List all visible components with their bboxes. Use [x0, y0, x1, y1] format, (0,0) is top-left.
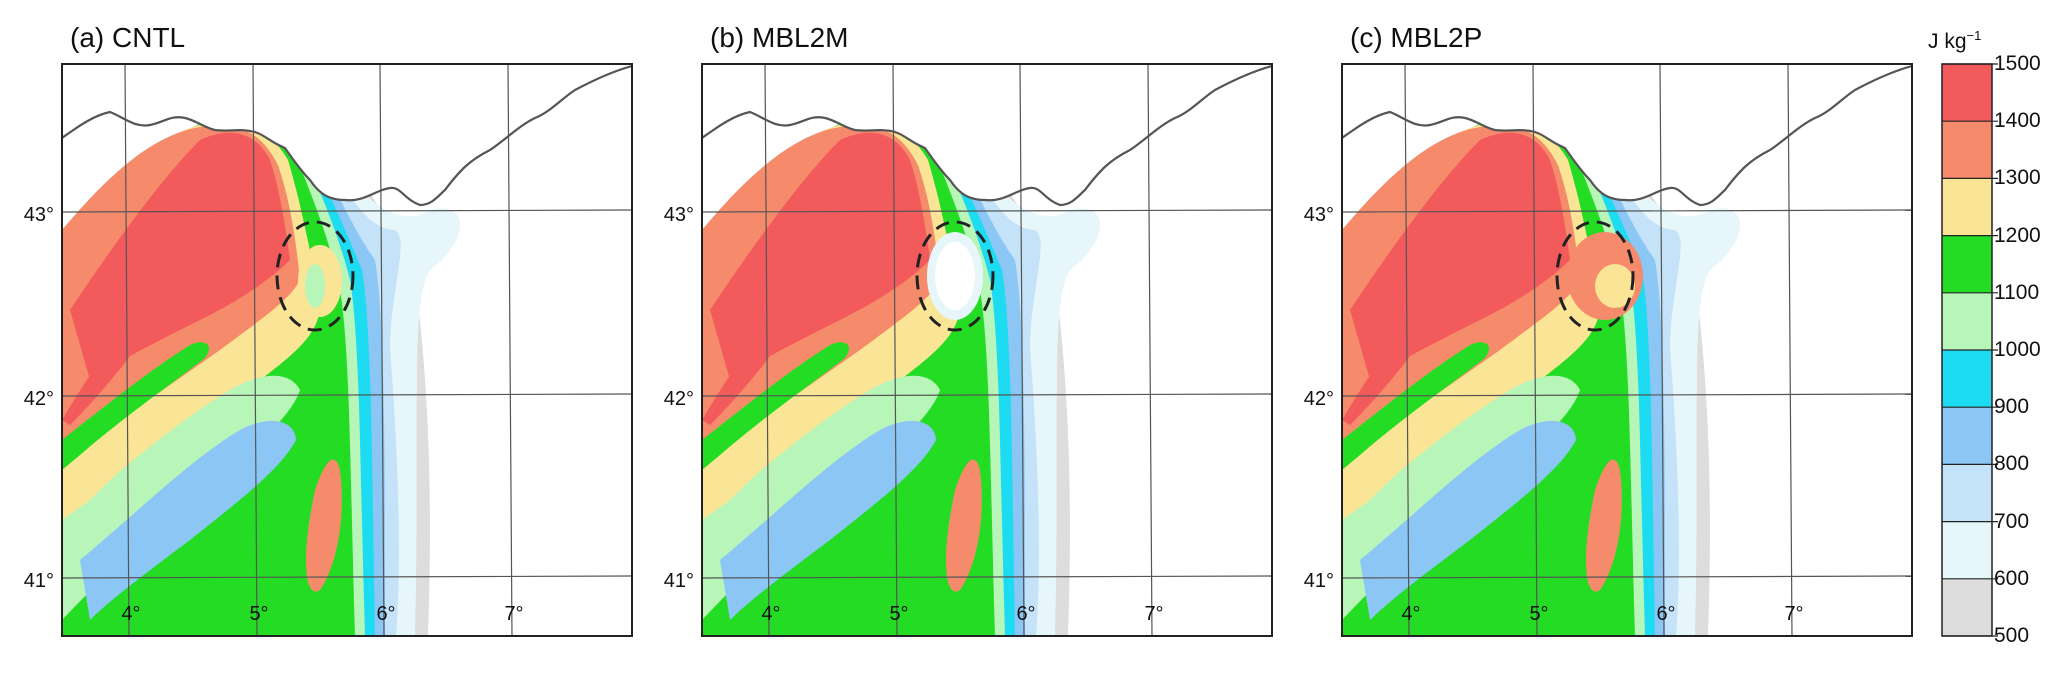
field-contours: [1342, 64, 1912, 636]
panel-c: (c) MBL2P: [1280, 0, 1913, 694]
colorbar-tick-label: 1100: [1994, 280, 2040, 304]
lat-label: 43°: [663, 204, 694, 226]
colorbar-tick-label: 800: [1994, 452, 2030, 476]
lat-label: 43°: [1303, 204, 1334, 226]
lat-label: 41°: [1303, 570, 1334, 592]
lon-label: 4°: [1401, 603, 1421, 625]
panel-title: (a) CNTL: [70, 22, 186, 53]
map-area: [1341, 63, 1913, 637]
land-mask: [62, 64, 632, 205]
colorbar-tick-label: 1200: [1994, 223, 2041, 247]
lat-label: 42°: [23, 388, 54, 410]
map-area: [701, 63, 1273, 637]
map-frame: [701, 63, 1273, 637]
contour-green: [62, 342, 210, 470]
colorbar-tick-label: 600: [1994, 566, 2030, 590]
contour-yellow: [62, 365, 229, 520]
lon-label: 4°: [121, 603, 141, 625]
contour-red: [1350, 132, 1570, 380]
lon-label: 5°: [249, 603, 269, 625]
map-frame: [1341, 63, 1913, 637]
land-mask: [702, 64, 1272, 205]
colorbar-swatch: [1942, 235, 1992, 293]
coastline: [702, 64, 1272, 207]
lon-label: 4°: [761, 603, 781, 625]
lon-label: 6°: [1016, 603, 1036, 625]
colorbar-swatch: [1942, 121, 1992, 179]
colorbar-swatch: [1942, 292, 1992, 350]
lon-label: 6°: [1656, 603, 1676, 625]
colorbar-unit-sup: −1: [1966, 28, 1982, 43]
field-contours: [702, 64, 1272, 636]
panel-a: (a) CNTL: [0, 0, 633, 694]
contour-yellow: [702, 365, 869, 520]
colorbar-unit: J kg−1: [1928, 28, 1981, 54]
highlight-ellipse: [275, 220, 355, 332]
contour-blue: [80, 420, 296, 620]
panel-title: (c) MBL2P: [1350, 22, 1483, 53]
panel-title: (b) MBL2M: [710, 22, 849, 53]
lat-label: 42°: [663, 388, 694, 410]
panel-b: (b) MBL2M: [640, 0, 1273, 694]
contour-orange: [945, 459, 982, 592]
colorbar-tick-label: 1500: [1994, 52, 2041, 75]
colorbar-tick-label: 1400: [1994, 109, 2041, 133]
land-mask: [1342, 64, 1912, 205]
map-area: [61, 63, 633, 637]
lon-label: 7°: [1144, 603, 1164, 625]
lon-label: 7°: [504, 603, 524, 625]
colorbar: [1941, 63, 1998, 637]
colorbar-swatch: [1942, 464, 1992, 522]
contour-green: [1342, 342, 1490, 470]
graticule: [702, 64, 1272, 636]
contour-red: [70, 132, 290, 380]
contour-yellow: [1342, 365, 1509, 520]
colorbar-swatch: [1942, 64, 1992, 122]
lat-label: 41°: [23, 570, 54, 592]
contour-blue: [1360, 420, 1576, 620]
highlight-ellipse: [1555, 220, 1635, 332]
contour-red: [710, 132, 930, 380]
colorbar-swatch: [1942, 407, 1992, 465]
contour-orange: [305, 459, 342, 592]
highlight-ellipse: [915, 220, 995, 332]
graticule: [62, 64, 632, 636]
colorbar-tick-label: 900: [1994, 395, 2030, 419]
colorbar-tick-label: 500: [1994, 624, 2030, 647]
colorbar-tick-label: 1000: [1994, 338, 2041, 361]
graticule: [1342, 64, 1912, 636]
lat-label: 43°: [23, 204, 54, 226]
colorbar-unit-main: J kg: [1928, 30, 1967, 53]
lat-label: 41°: [663, 570, 694, 592]
map-frame: [61, 63, 633, 637]
lon-label: 7°: [1784, 603, 1804, 625]
coastline: [62, 64, 632, 207]
field-contours: [62, 64, 632, 636]
coastline: [1342, 64, 1912, 207]
colorbar-tick-label: 1300: [1994, 166, 2041, 190]
colorbar-swatch: [1942, 521, 1992, 579]
colorbar-swatch: [1942, 350, 1992, 408]
lon-label: 6°: [376, 603, 396, 625]
contour-green: [702, 342, 850, 470]
lat-label: 42°: [1303, 388, 1334, 410]
colorbar-tick-label: 700: [1994, 509, 2030, 533]
contour-blue: [720, 420, 936, 620]
lon-label: 5°: [889, 603, 909, 625]
colorbar-swatch: [1942, 578, 1992, 636]
colorbar-swatch: [1942, 178, 1992, 236]
contour-orange: [1585, 459, 1622, 592]
lon-label: 5°: [1529, 603, 1549, 625]
